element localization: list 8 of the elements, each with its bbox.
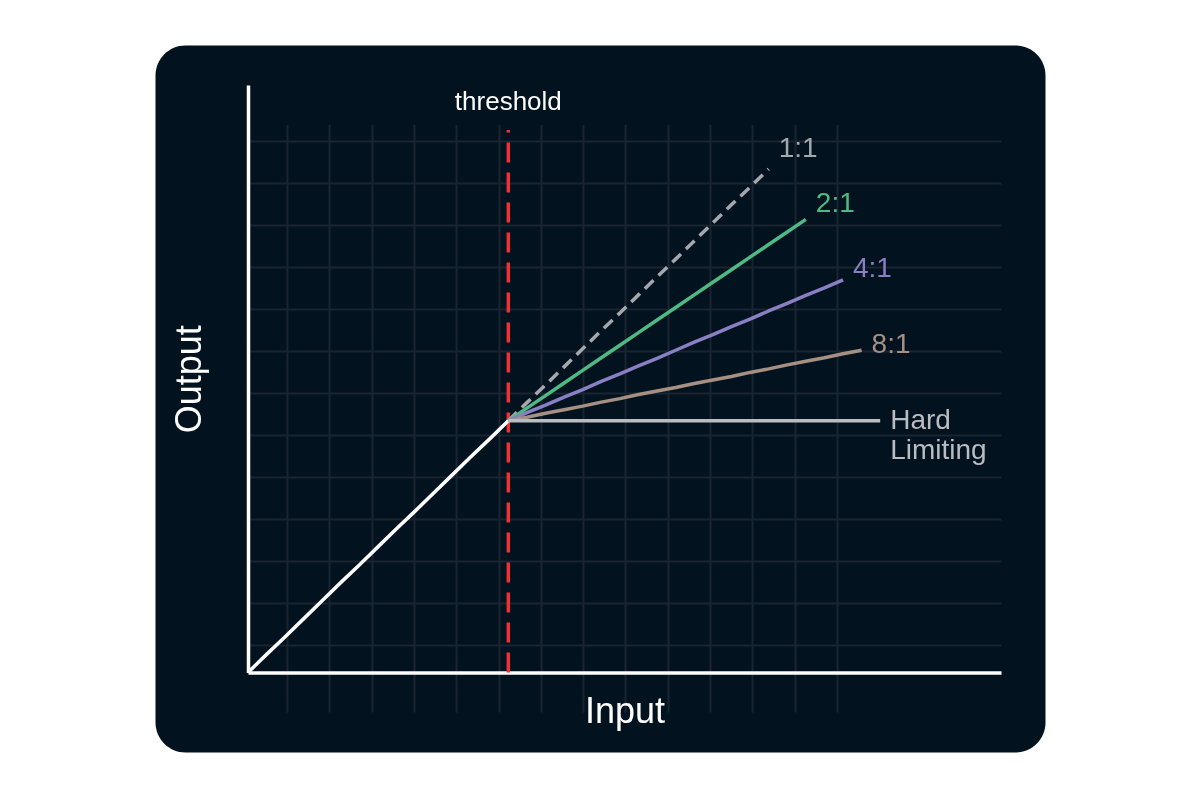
series-label: 1:1 [778, 132, 818, 164]
text: threshold [454, 86, 562, 116]
series-label: 4:1 [853, 251, 892, 283]
series-label: Hard Limiting [890, 403, 987, 465]
series-label: 2:1 [815, 186, 855, 218]
series-label: 8:1 [871, 328, 911, 360]
x-axis-title: Input [584, 690, 666, 731]
y-axis-title: Output [167, 325, 209, 434]
